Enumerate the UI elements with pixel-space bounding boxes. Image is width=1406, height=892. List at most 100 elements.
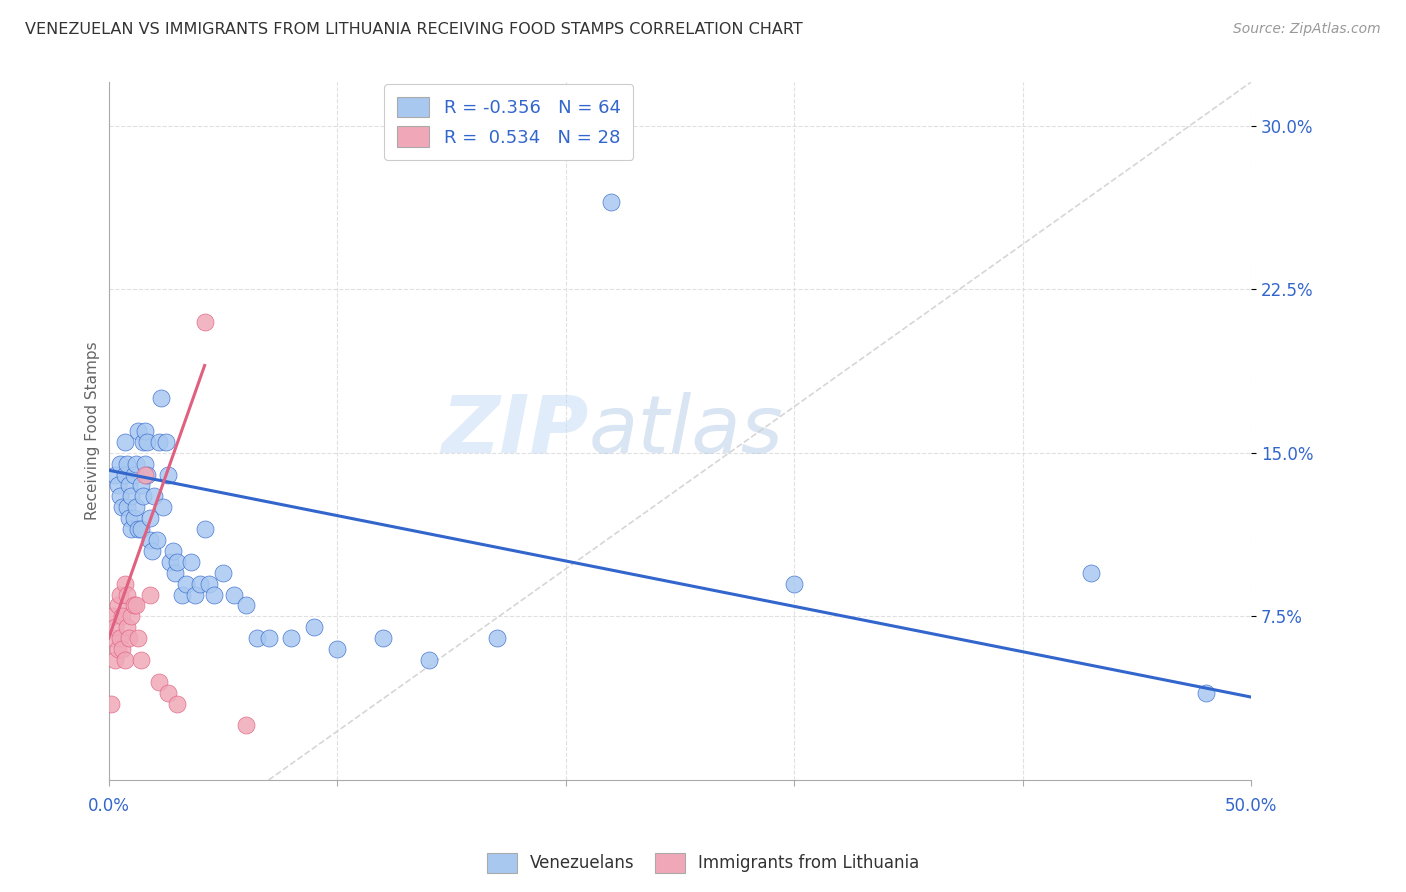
Point [132, 490, 155, 504]
Point [202, 588, 225, 602]
Point [118, 511, 141, 525]
Point [114, 576, 136, 591]
Point [418, 653, 440, 667]
Point [107, 642, 129, 657]
Point [157, 686, 180, 700]
Point [125, 599, 148, 613]
Y-axis label: Receiving Food Stamps: Receiving Food Stamps [86, 342, 100, 520]
Point [111, 642, 134, 657]
Point [103, 609, 125, 624]
Point [129, 522, 152, 536]
Point [184, 588, 207, 602]
Point [257, 631, 280, 645]
Point [104, 653, 127, 667]
Point [127, 522, 149, 536]
Point [139, 511, 162, 525]
Point [136, 467, 159, 482]
Point [134, 467, 156, 482]
Point [139, 533, 162, 547]
Point [224, 588, 246, 602]
Point [162, 544, 184, 558]
Point [111, 609, 134, 624]
Text: 50.0%: 50.0% [1225, 797, 1278, 814]
Point [104, 467, 127, 482]
Point [114, 467, 136, 482]
Point [108, 631, 131, 645]
Point [125, 457, 148, 471]
Point [194, 315, 217, 329]
Point [148, 434, 170, 449]
Point [1194, 686, 1216, 700]
Point [326, 642, 349, 657]
Point [166, 555, 188, 569]
Point [212, 566, 235, 580]
Point [115, 500, 138, 515]
Point [145, 533, 167, 547]
Point [486, 631, 509, 645]
Point [246, 631, 269, 645]
Point [198, 576, 221, 591]
Point [194, 522, 217, 536]
Point [118, 478, 141, 492]
Point [127, 424, 149, 438]
Point [121, 522, 143, 536]
Point [143, 490, 166, 504]
Point [129, 653, 152, 667]
Point [127, 631, 149, 645]
Point [103, 631, 125, 645]
Point [152, 500, 174, 515]
Point [118, 631, 141, 645]
Point [107, 478, 129, 492]
Point [783, 576, 806, 591]
Point [122, 511, 145, 525]
Point [108, 457, 131, 471]
Point [136, 434, 159, 449]
Point [163, 566, 186, 580]
Point [111, 500, 134, 515]
Point [121, 609, 143, 624]
Point [139, 588, 162, 602]
Point [125, 500, 148, 515]
Text: ZIP: ZIP [441, 392, 589, 470]
Point [180, 555, 202, 569]
Point [188, 576, 211, 591]
Text: 0.0%: 0.0% [87, 797, 129, 814]
Point [235, 599, 257, 613]
Point [157, 467, 180, 482]
Point [235, 718, 257, 732]
Point [122, 467, 145, 482]
Text: atlas: atlas [589, 392, 783, 470]
Point [121, 490, 143, 504]
Point [304, 620, 326, 634]
Point [166, 697, 188, 711]
Point [148, 674, 170, 689]
Point [371, 631, 394, 645]
Point [280, 631, 302, 645]
Point [1080, 566, 1102, 580]
Point [115, 457, 138, 471]
Point [600, 194, 623, 209]
Point [134, 424, 156, 438]
Point [141, 544, 163, 558]
Point [107, 599, 129, 613]
Point [134, 457, 156, 471]
Point [100, 697, 122, 711]
Text: VENEZUELAN VS IMMIGRANTS FROM LITHUANIA RECEIVING FOOD STAMPS CORRELATION CHART: VENEZUELAN VS IMMIGRANTS FROM LITHUANIA … [25, 22, 803, 37]
Legend: Venezuelans, Immigrants from Lithuania: Venezuelans, Immigrants from Lithuania [479, 847, 927, 880]
Point [159, 555, 181, 569]
Point [104, 620, 127, 634]
Point [155, 434, 177, 449]
Point [115, 620, 138, 634]
Point [176, 576, 198, 591]
Point [122, 599, 145, 613]
Text: Source: ZipAtlas.com: Source: ZipAtlas.com [1233, 22, 1381, 37]
Point [114, 653, 136, 667]
Point [129, 478, 152, 492]
Point [108, 490, 131, 504]
Legend: R = -0.356   N = 64, R =  0.534   N = 28: R = -0.356 N = 64, R = 0.534 N = 28 [384, 84, 633, 160]
Point [115, 588, 138, 602]
Point [170, 588, 193, 602]
Point [150, 391, 173, 405]
Point [108, 588, 131, 602]
Point [132, 434, 155, 449]
